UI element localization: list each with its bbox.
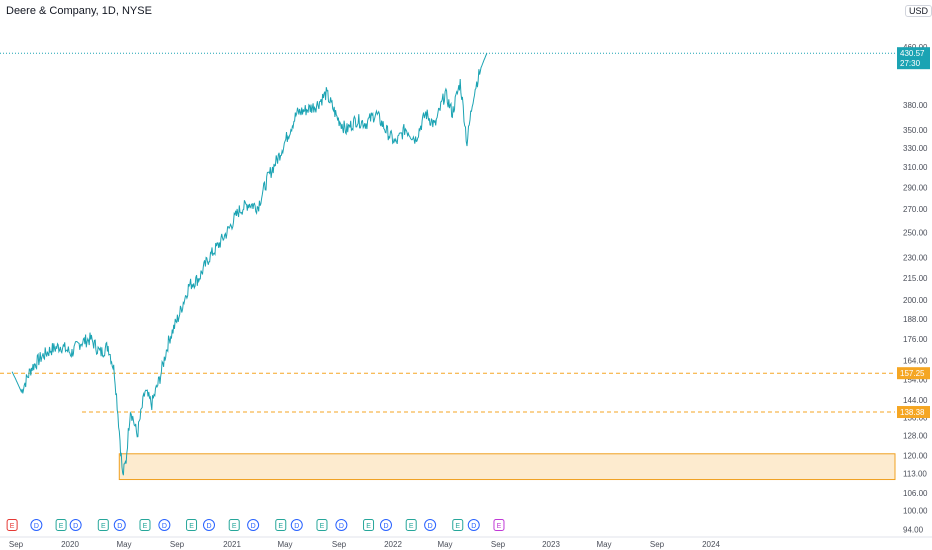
y-tick-label: 215.00 (903, 274, 928, 283)
level-badge: 157.25 (900, 369, 925, 378)
event-label: D (73, 523, 78, 530)
x-tick-label: 2020 (61, 540, 79, 549)
level-badge-bg (897, 367, 930, 380)
x-tick-label: May (596, 540, 611, 549)
y-tick-label: 200.00 (903, 296, 928, 305)
x-tick-label: Sep (332, 540, 347, 549)
support-zone (118, 453, 896, 481)
event-label: D (162, 523, 167, 530)
x-tick-label: 2024 (702, 540, 720, 549)
event-label: D (428, 523, 433, 530)
y-tick-label: 330.00 (903, 144, 928, 153)
event-label: E (497, 523, 502, 530)
x-tick-label: 2021 (223, 540, 241, 549)
dividend-marker (69, 519, 82, 531)
dividend-marker (335, 519, 348, 531)
dividend-marker (113, 519, 126, 531)
x-tick-label: May (437, 540, 452, 549)
y-tick-label: 106.00 (903, 489, 928, 498)
y-tick-label: 176.00 (903, 335, 928, 344)
x-tick-label: 2022 (384, 540, 402, 549)
event-label: E (320, 523, 325, 530)
x-tick-label: May (116, 540, 131, 549)
event-label: D (471, 523, 476, 530)
earnings-marker (228, 519, 240, 531)
last-price-badge-bg (897, 47, 930, 70)
y-tick-label: 100.00 (903, 507, 928, 516)
earnings-marker (139, 519, 151, 531)
y-tick-label: 270.00 (903, 205, 928, 214)
earnings-marker (6, 519, 18, 531)
event-label: D (339, 523, 344, 530)
event-label: E (143, 523, 148, 530)
dividend-marker (467, 519, 480, 531)
dividend-marker (158, 519, 171, 531)
last-price-badge: 430.57 (900, 49, 925, 58)
event-label: D (206, 523, 211, 530)
event-label: D (294, 523, 299, 530)
x-tick-label: May (277, 540, 292, 549)
y-tick-label: 380.00 (903, 101, 928, 110)
level-badge-bg (897, 406, 930, 419)
y-tick-label: 164.00 (903, 356, 928, 365)
earnings-marker (493, 519, 505, 531)
y-tick-label: 144.00 (903, 396, 928, 405)
event-label: E (59, 523, 64, 530)
x-tick-label: Sep (650, 540, 665, 549)
earnings-marker (55, 519, 67, 531)
x-tick-label: 2023 (542, 540, 560, 549)
chart-title: Deere & Company, 1D, NYSE (6, 5, 152, 17)
y-tick-label: 128.00 (903, 432, 928, 441)
dividend-marker (424, 519, 437, 531)
earnings-marker (363, 519, 375, 531)
event-label: E (232, 523, 237, 530)
x-tick-label: Sep (170, 540, 185, 549)
dividend-marker (379, 519, 392, 531)
y-tick-label: 188.00 (903, 315, 928, 324)
event-label: D (383, 523, 388, 530)
y-tick-label: 230.00 (903, 254, 928, 263)
event-label: E (278, 523, 283, 530)
y-tick-label: 120.00 (903, 451, 928, 460)
event-label: E (10, 523, 15, 530)
y-tick-label: 113.00 (903, 470, 927, 479)
x-tick-label: Sep (491, 540, 506, 549)
event-label: D (251, 523, 256, 530)
event-label: E (455, 523, 460, 530)
earnings-marker (186, 519, 198, 531)
y-tick-label: 94.00 (903, 525, 924, 534)
earnings-marker (275, 519, 287, 531)
dividend-marker (247, 519, 260, 531)
y-tick-label: 290.00 (903, 183, 928, 192)
event-label: E (101, 523, 106, 530)
price-line (11, 52, 488, 476)
earnings-marker (316, 519, 328, 531)
earnings-marker (97, 519, 109, 531)
event-label: D (117, 523, 122, 530)
currency-button[interactable]: USD (905, 5, 932, 17)
y-tick-label: 154.00 (903, 376, 928, 385)
x-tick-label: Sep (9, 540, 24, 549)
y-tick-label: 310.00 (903, 163, 928, 172)
event-label: E (366, 523, 371, 530)
dividend-marker (30, 519, 43, 531)
event-label: E (409, 523, 414, 530)
earnings-marker (405, 519, 417, 531)
event-label: D (34, 523, 39, 530)
y-tick-label: 250.00 (903, 228, 928, 237)
dividend-marker (290, 519, 303, 531)
earnings-marker (452, 519, 464, 531)
level-badge: 138.38 (900, 408, 925, 417)
dividend-marker (202, 519, 215, 531)
last-price-badge-countdown: 27:30 (900, 59, 921, 68)
event-label: E (189, 523, 194, 530)
y-tick-label: 350.00 (903, 126, 928, 135)
